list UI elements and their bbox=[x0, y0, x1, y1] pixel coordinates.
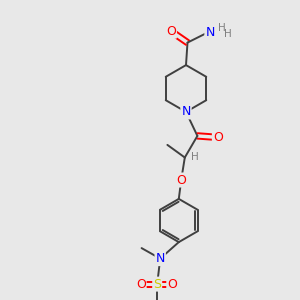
Text: O: O bbox=[176, 173, 186, 187]
Text: H: H bbox=[224, 28, 232, 39]
Text: O: O bbox=[136, 278, 146, 291]
Text: N: N bbox=[205, 26, 215, 39]
Text: H: H bbox=[218, 23, 226, 33]
Text: O: O bbox=[213, 131, 223, 144]
Text: S: S bbox=[153, 278, 161, 291]
Text: N: N bbox=[181, 105, 191, 119]
Text: O: O bbox=[167, 278, 177, 291]
Text: N: N bbox=[155, 252, 165, 265]
Text: H: H bbox=[191, 152, 199, 162]
Text: O: O bbox=[166, 25, 176, 38]
